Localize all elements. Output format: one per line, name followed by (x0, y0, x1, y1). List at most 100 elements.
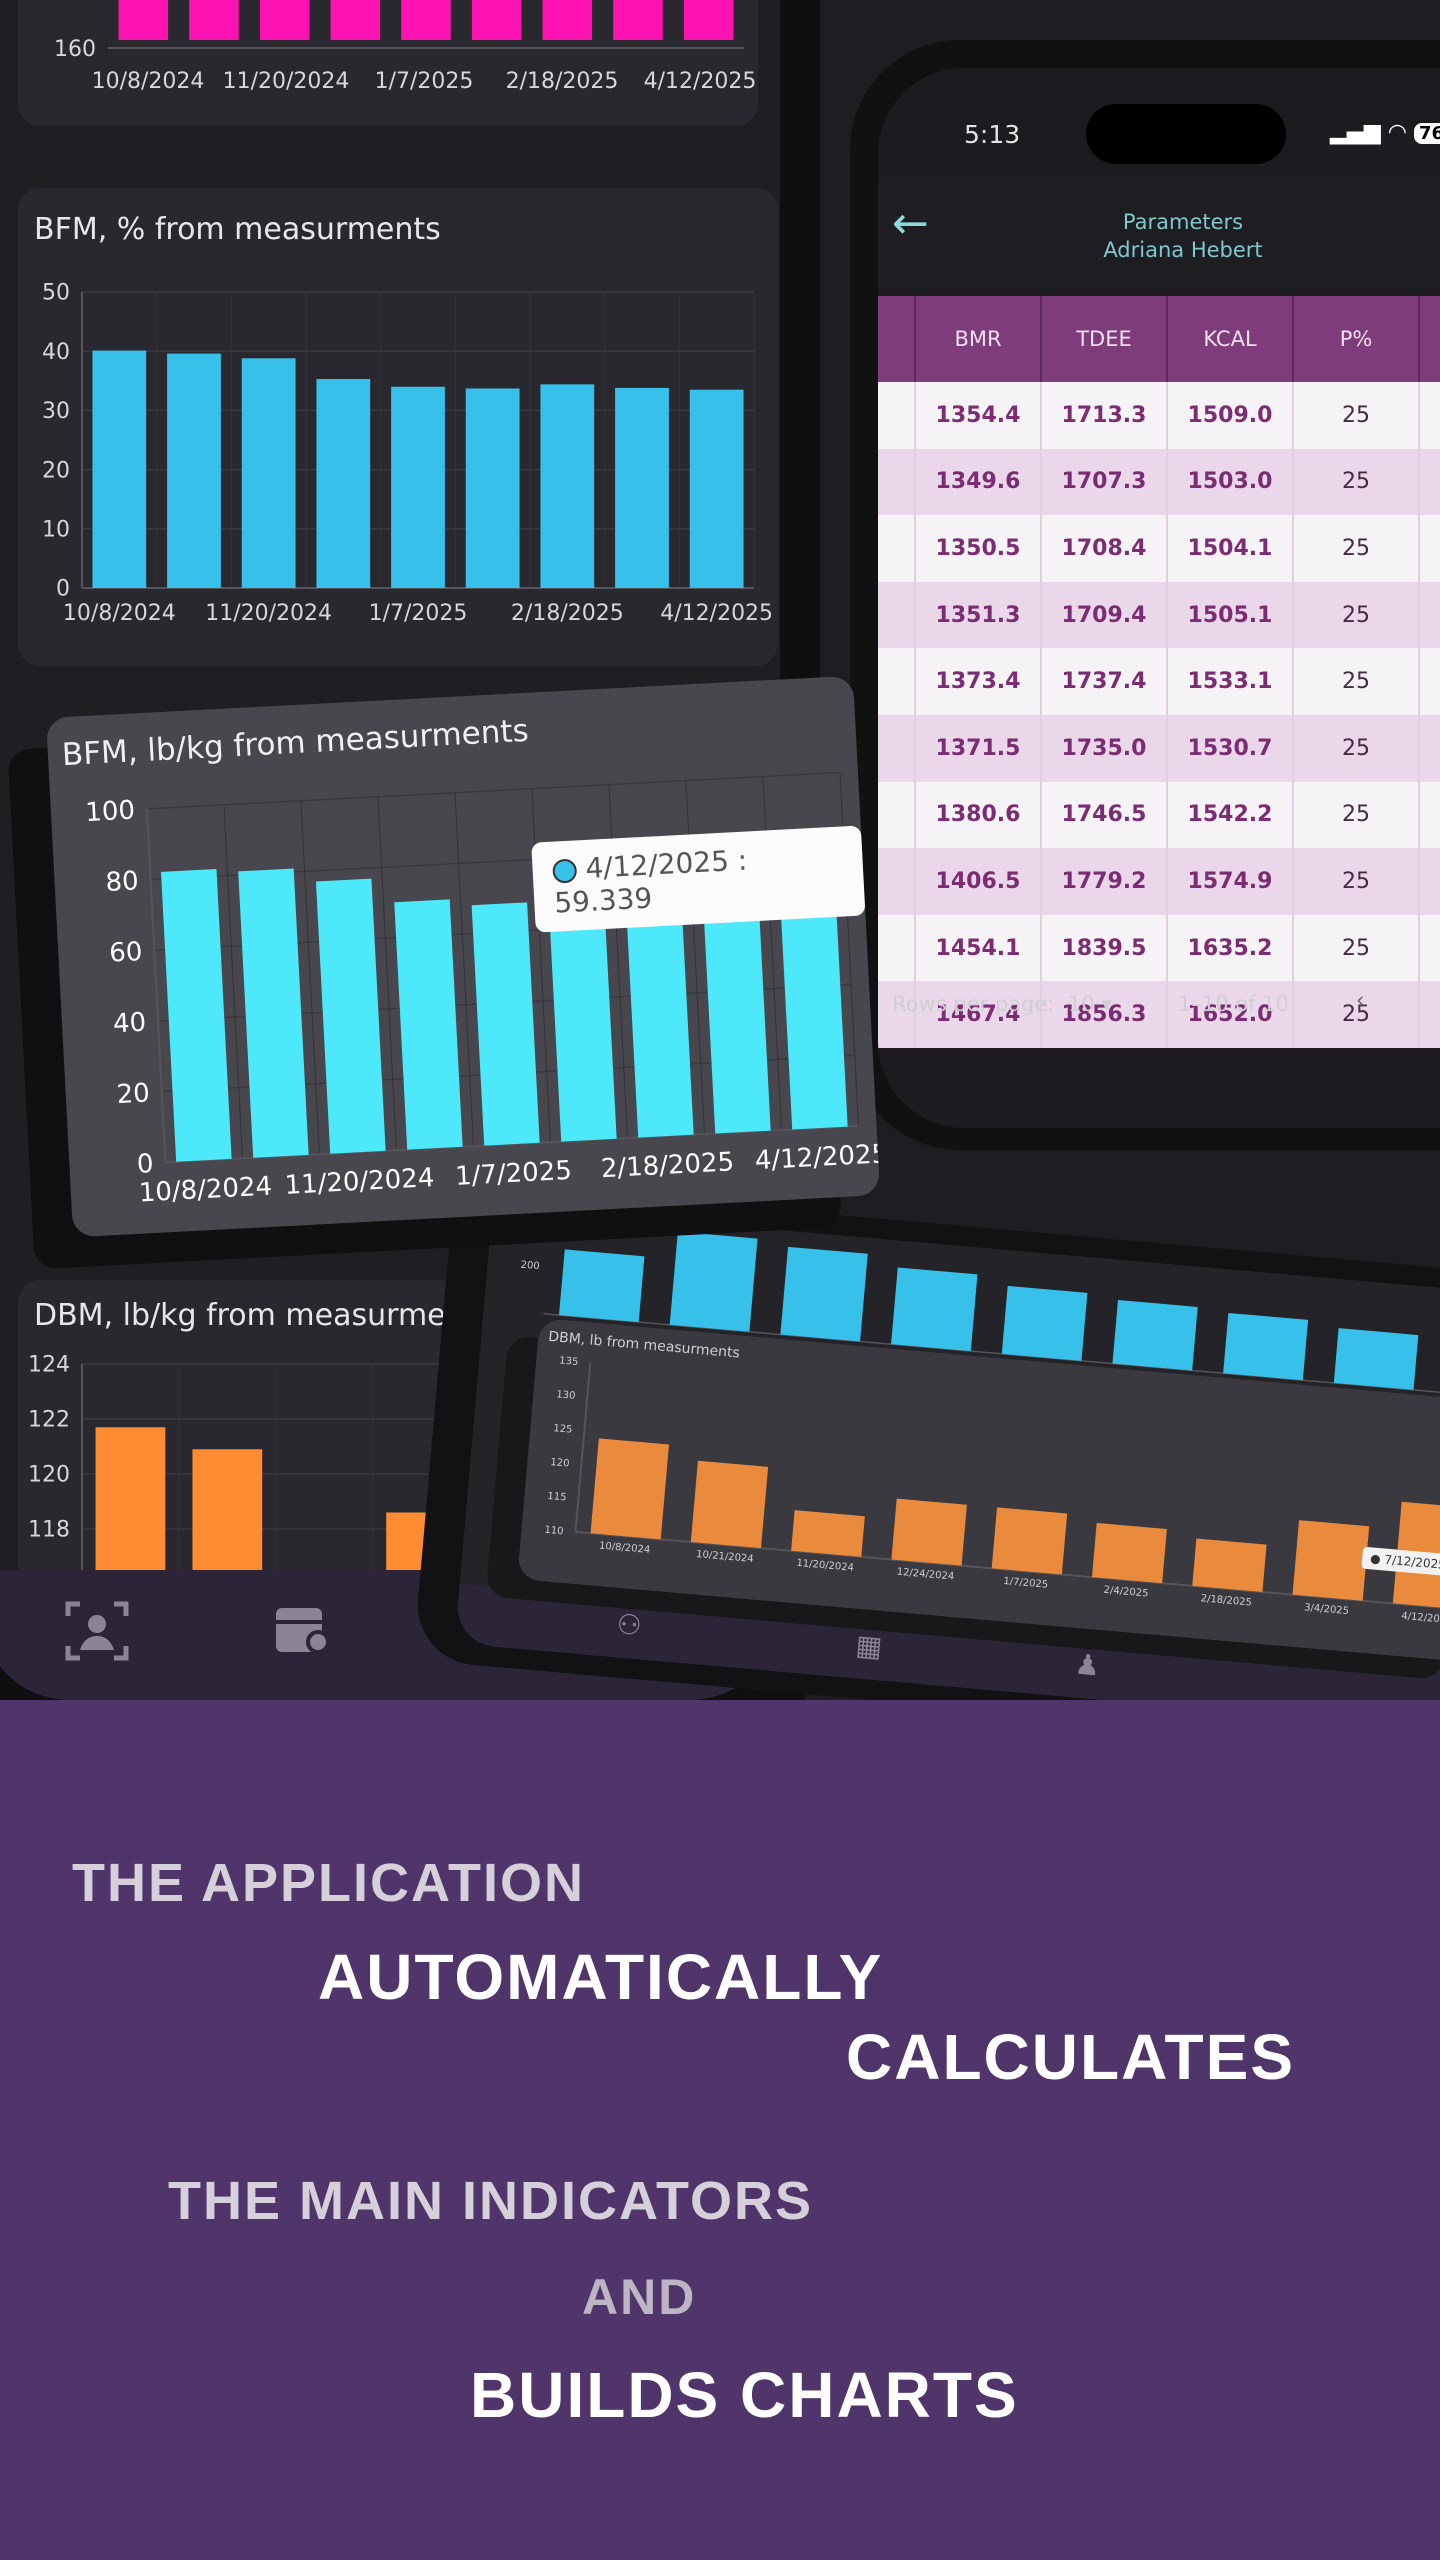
table-cell: 1542.2 (1167, 781, 1294, 849)
slogan-line-3: CALCULATES (846, 2021, 1295, 2093)
table-cell: 1574.9 (1167, 848, 1294, 915)
table-row[interactable]: 1349.6 1707.3 1503.0 25 (878, 448, 1440, 516)
tilted-nav-calendar-icon[interactable]: ▦ (854, 1628, 884, 1664)
bar (1292, 1520, 1370, 1601)
table-cell: 25 (1293, 981, 1420, 1048)
signal-icon: ▂▄▆ (1330, 120, 1381, 145)
person-scan-icon[interactable] (64, 1598, 130, 1678)
table-cell: 1504.1 (1167, 515, 1294, 582)
table-cell-partial-right (1419, 714, 1440, 782)
bar (1192, 1538, 1267, 1593)
x-tick-label: 2/18/2025 (511, 601, 624, 626)
bar (991, 1507, 1068, 1575)
bar (891, 1498, 967, 1566)
header-title: Parameters Adriana Hebert (1028, 208, 1338, 264)
dynamic-island (1086, 104, 1286, 164)
app-showcase-area: 160 10/8/2024 11/20/2024 1/7/2025 2/18/2025 4… (0, 0, 1440, 1700)
grid-line (146, 771, 840, 810)
tilted-blue-bar-chart: 20010/8/202410/21/202411/20/202412/24/20… (520, 1231, 1440, 1405)
table-cell: 1454.1 (915, 914, 1042, 982)
bar (161, 869, 232, 1162)
bar (1333, 1328, 1419, 1390)
bar (330, 0, 381, 40)
y-tick-label: 115 (547, 1491, 567, 1504)
y-tick-label: 20 (42, 458, 70, 483)
bfm-lb-floating-card: BFM, lb/kg from measurments 0 20 40 60 80 100… (46, 675, 881, 1238)
bar (471, 0, 522, 40)
bar (559, 1249, 645, 1323)
table-cell: 1856.3 (1041, 981, 1168, 1048)
x-tick-label: 10/21/2024 (696, 1549, 754, 1565)
table-row[interactable]: 1354.4 1713.3 1509.0 25 (878, 382, 1440, 449)
table-header-partial-right (1419, 296, 1440, 382)
previous-page-icon[interactable]: ‹ (1356, 988, 1365, 1012)
y-tick-label: 120 (550, 1457, 570, 1470)
bar (625, 890, 694, 1138)
y-tick-label: 200 (520, 1260, 540, 1273)
grid-line (300, 800, 320, 1155)
column-header-kcal[interactable]: KCAL (1167, 296, 1294, 382)
table-cell-partial-right (1419, 382, 1440, 449)
table-cell: 1371.5 (915, 714, 1042, 782)
table-row[interactable]: 1467.4 1856.3 1652.0 25 (878, 981, 1440, 1048)
table-cell-partial (878, 382, 916, 449)
y-tick-label: 130 (556, 1389, 576, 1402)
bar (238, 868, 309, 1158)
bfm-percent-title: BFM, % from measurments (34, 212, 441, 247)
y-tick-label: 40 (42, 340, 70, 365)
wifi-icon: ◠ (1387, 120, 1407, 145)
table-row[interactable]: 1406.5 1779.2 1574.9 25 (878, 848, 1440, 915)
table-cell-partial-right (1419, 448, 1440, 516)
table-cell: 1713.3 (1041, 382, 1168, 449)
x-tick-label: 1/7/2025 (369, 601, 468, 626)
table-row[interactable]: 1380.6 1746.5 1542.2 25 (878, 781, 1440, 849)
table-cell: 1530.7 (1167, 714, 1294, 782)
pink-chart-card: 160 10/8/2024 11/20/2024 1/7/2025 2/18/2025 4… (18, 0, 758, 126)
bar (241, 358, 296, 588)
tooltip-dot-icon (552, 858, 578, 884)
tilted-nav-person-icon[interactable]: ♟ (1073, 1647, 1102, 1683)
tilted-nav-user-icon[interactable]: ⚇ (615, 1607, 644, 1643)
x-tick-label: 2/18/2025 (1200, 1593, 1252, 1608)
y-tick-label: 0 (136, 1149, 154, 1180)
table-cell: 1779.2 (1041, 848, 1168, 915)
x-tick-label: 4/12/2025 (754, 1139, 880, 1176)
table-cell: 1533.1 (1167, 648, 1294, 715)
x-tick-label: 3/4/2025 (1304, 1602, 1350, 1617)
table-row[interactable]: 1371.5 1735.0 1530.7 25 (878, 714, 1440, 782)
rows-per-page-select[interactable]: 10 ▾ (1068, 992, 1112, 1016)
tilted-phone: 200 10/8/2024 10/21/2024 11/20/2024 12/24/20… (395, 1120, 1440, 1700)
table-row[interactable]: 1351.3 1709.4 1505.1 25 (878, 581, 1440, 649)
calendar-user-icon[interactable] (270, 1598, 336, 1678)
y-tick-label: 120 (28, 1463, 70, 1488)
bar (669, 1231, 758, 1332)
x-tick-label: 4/12/2025 (660, 601, 773, 626)
bar (394, 899, 463, 1150)
slogan-line-6: BUILDS CHARTS (470, 2359, 1019, 2431)
column-header-bmr[interactable]: BMR (915, 296, 1042, 382)
table-body: 1354.4 1713.3 1509.0 25 1349.6 1707.3 1503.0 25… (878, 382, 1440, 1048)
y-axis (574, 1362, 592, 1532)
table-cell-partial (878, 448, 916, 516)
table-cell: 25 (1293, 515, 1420, 582)
table-row[interactable]: 1373.4 1737.4 1533.1 25 (878, 648, 1440, 715)
table-cell: 25 (1293, 382, 1420, 449)
right-phone-frame: 5:13 ▂▄▆ ◠ 76 ← Parameters Adriana Heber… (850, 40, 1440, 1150)
table-row[interactable]: 1350.5 1708.4 1504.1 25 (878, 515, 1440, 582)
table-header-partial (878, 296, 916, 382)
y-tick-label: 122 (28, 1408, 70, 1433)
bar (690, 1460, 769, 1549)
bar (613, 0, 663, 40)
pagination-range: 1–10 of 10 (1178, 992, 1289, 1016)
column-header-tdee[interactable]: TDEE (1041, 296, 1168, 382)
table-cell: 1373.4 (915, 648, 1042, 715)
rows-per-page-value: 10 (1068, 992, 1095, 1016)
table-row[interactable]: 1454.1 1839.5 1635.2 25 (878, 914, 1440, 982)
table-cell: 1737.4 (1041, 648, 1168, 715)
y-tick-label: 80 (105, 866, 140, 898)
table-cell-partial (878, 581, 916, 649)
bar (590, 1438, 670, 1540)
back-arrow-icon[interactable]: ← (892, 198, 929, 249)
column-header-p-percent[interactable]: P% (1293, 296, 1420, 382)
y-tick-label: 100 (85, 796, 136, 829)
